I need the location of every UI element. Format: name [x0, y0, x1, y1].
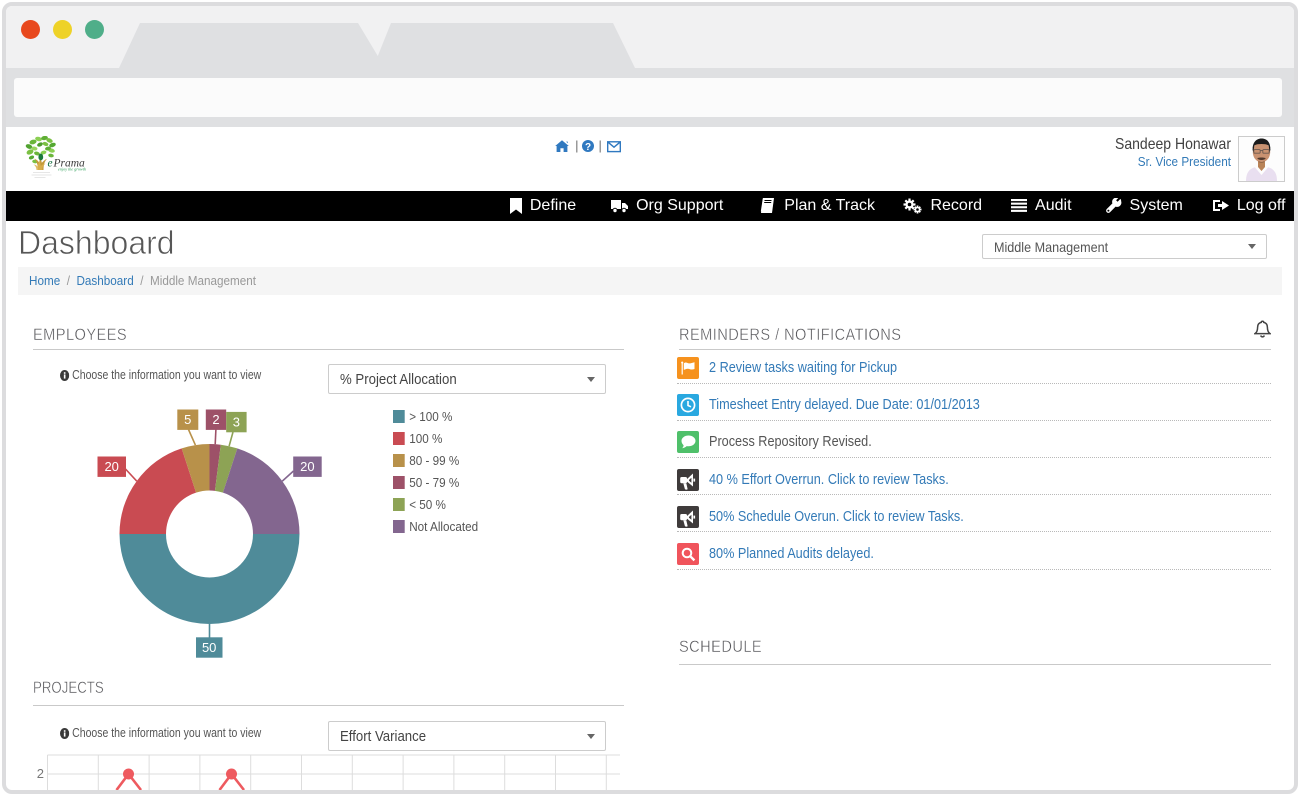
svg-text:Prama: Prama: [53, 158, 86, 170]
svg-text:20: 20: [104, 459, 118, 474]
svg-text:?: ?: [585, 142, 591, 153]
svg-text:enjoy the growth: enjoy the growth: [58, 167, 86, 172]
svg-text:e: e: [48, 158, 53, 170]
svg-text:50: 50: [202, 640, 216, 655]
svg-text:5: 5: [184, 412, 191, 427]
svg-text:2: 2: [212, 412, 219, 427]
svg-text:3: 3: [233, 415, 240, 430]
svg-text:20: 20: [300, 459, 314, 474]
svg-text:2: 2: [37, 766, 44, 781]
